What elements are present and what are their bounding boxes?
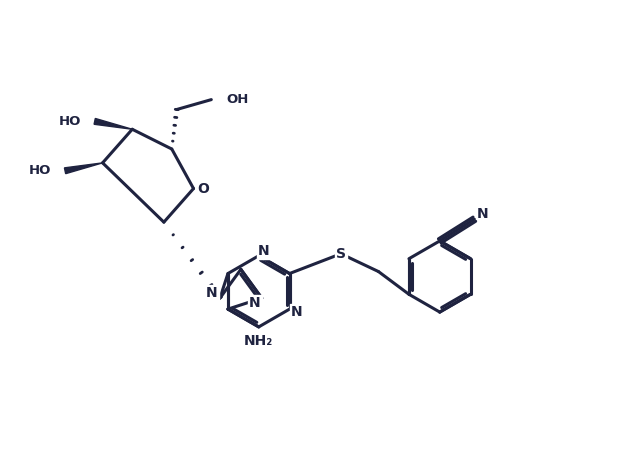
Text: S: S (336, 247, 346, 261)
Text: HO: HO (29, 164, 51, 177)
Text: N: N (258, 244, 269, 258)
Polygon shape (94, 118, 132, 129)
Text: NH₂: NH₂ (244, 334, 273, 348)
Text: N: N (476, 207, 488, 221)
Text: N: N (291, 305, 302, 319)
Text: HO: HO (58, 115, 81, 128)
Polygon shape (65, 163, 102, 174)
Text: OH: OH (226, 93, 248, 106)
Text: N: N (206, 286, 218, 300)
Text: N: N (249, 296, 260, 310)
Text: O: O (198, 181, 209, 196)
